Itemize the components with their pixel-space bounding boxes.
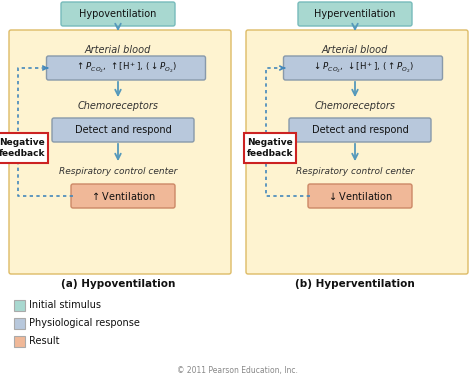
FancyBboxPatch shape bbox=[52, 118, 194, 142]
Text: Respiratory control center: Respiratory control center bbox=[59, 168, 177, 177]
Text: Chemoreceptors: Chemoreceptors bbox=[315, 101, 395, 111]
Bar bbox=[14, 336, 25, 347]
FancyBboxPatch shape bbox=[46, 56, 206, 80]
Text: © 2011 Pearson Education, Inc.: © 2011 Pearson Education, Inc. bbox=[176, 365, 298, 374]
FancyBboxPatch shape bbox=[308, 184, 412, 208]
Text: Physiological response: Physiological response bbox=[29, 318, 140, 329]
Text: Result: Result bbox=[29, 337, 60, 346]
Bar bbox=[0, 133, 48, 163]
Text: Arterial blood: Arterial blood bbox=[85, 45, 151, 55]
Bar bbox=[14, 300, 25, 311]
Text: Arterial blood: Arterial blood bbox=[322, 45, 388, 55]
Text: $\uparrow$Ventilation: $\uparrow$Ventilation bbox=[90, 190, 156, 202]
FancyBboxPatch shape bbox=[246, 30, 468, 274]
FancyBboxPatch shape bbox=[283, 56, 443, 80]
Text: Hypoventilation: Hypoventilation bbox=[79, 9, 157, 19]
FancyBboxPatch shape bbox=[61, 2, 175, 26]
FancyBboxPatch shape bbox=[71, 184, 175, 208]
Text: Hyperventilation: Hyperventilation bbox=[314, 9, 396, 19]
Text: Detect and respond: Detect and respond bbox=[311, 125, 409, 135]
Text: Negative
feedback: Negative feedback bbox=[247, 138, 293, 158]
Bar bbox=[14, 318, 25, 329]
Text: Negative
feedback: Negative feedback bbox=[0, 138, 45, 158]
Text: Initial stimulus: Initial stimulus bbox=[29, 301, 101, 310]
Text: Chemoreceptors: Chemoreceptors bbox=[78, 101, 158, 111]
FancyBboxPatch shape bbox=[9, 30, 231, 274]
Bar bbox=[244, 133, 296, 163]
Text: $\downarrow$$P_{CO_2}$, $\downarrow$[H$^+$], ($\uparrow$$P_{O_2}$): $\downarrow$$P_{CO_2}$, $\downarrow$[H$^… bbox=[312, 61, 414, 75]
Text: (b) Hyperventilation: (b) Hyperventilation bbox=[295, 279, 415, 289]
FancyBboxPatch shape bbox=[298, 2, 412, 26]
Text: $\downarrow$Ventilation: $\downarrow$Ventilation bbox=[327, 191, 393, 202]
Text: $\uparrow$$P_{CO_2}$, $\uparrow$[H$^+$], ($\downarrow$$P_{O_2}$): $\uparrow$$P_{CO_2}$, $\uparrow$[H$^+$],… bbox=[75, 61, 177, 75]
FancyBboxPatch shape bbox=[289, 118, 431, 142]
Text: Respiratory control center: Respiratory control center bbox=[296, 168, 414, 177]
Text: (a) Hypoventilation: (a) Hypoventilation bbox=[61, 279, 175, 289]
Text: Detect and respond: Detect and respond bbox=[74, 125, 172, 135]
